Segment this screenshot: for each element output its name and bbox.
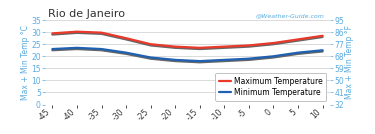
Y-axis label: Max + Min Temp °F: Max + Min Temp °F (345, 25, 354, 99)
Maximum Temperature (247, 45, 251, 46)
Maximum Temperature (148, 43, 153, 45)
Minimum Temperature (296, 52, 300, 53)
Line: Minimum Temperature: Minimum Temperature (53, 48, 322, 61)
Maximum Temperature (75, 31, 79, 32)
Maximum Temperature (198, 47, 202, 49)
Text: Rio de Janeiro: Rio de Janeiro (48, 9, 125, 19)
Legend: Maximum Temperature, Minimum Temperature: Maximum Temperature, Minimum Temperature (215, 73, 326, 101)
Maximum Temperature (99, 32, 104, 34)
Maximum Temperature (320, 35, 325, 37)
Minimum Temperature (271, 55, 276, 57)
Minimum Temperature (124, 52, 128, 53)
Maximum Temperature (271, 42, 276, 44)
Minimum Temperature (99, 48, 104, 50)
Maximum Temperature (124, 37, 128, 39)
Line: Maximum Temperature: Maximum Temperature (53, 32, 322, 48)
Maximum Temperature (173, 46, 177, 47)
Minimum Temperature (173, 59, 177, 61)
Text: @Weather-Guide.com: @Weather-Guide.com (255, 13, 324, 18)
Minimum Temperature (222, 59, 226, 61)
Minimum Temperature (50, 48, 55, 50)
Maximum Temperature (296, 39, 300, 40)
Minimum Temperature (320, 49, 325, 51)
Minimum Temperature (247, 58, 251, 59)
Maximum Temperature (222, 46, 226, 47)
Y-axis label: Max + Min Temp °C: Max + Min Temp °C (21, 25, 30, 100)
Minimum Temperature (75, 47, 79, 49)
Minimum Temperature (148, 57, 153, 58)
Minimum Temperature (198, 60, 202, 62)
Maximum Temperature (50, 33, 55, 34)
